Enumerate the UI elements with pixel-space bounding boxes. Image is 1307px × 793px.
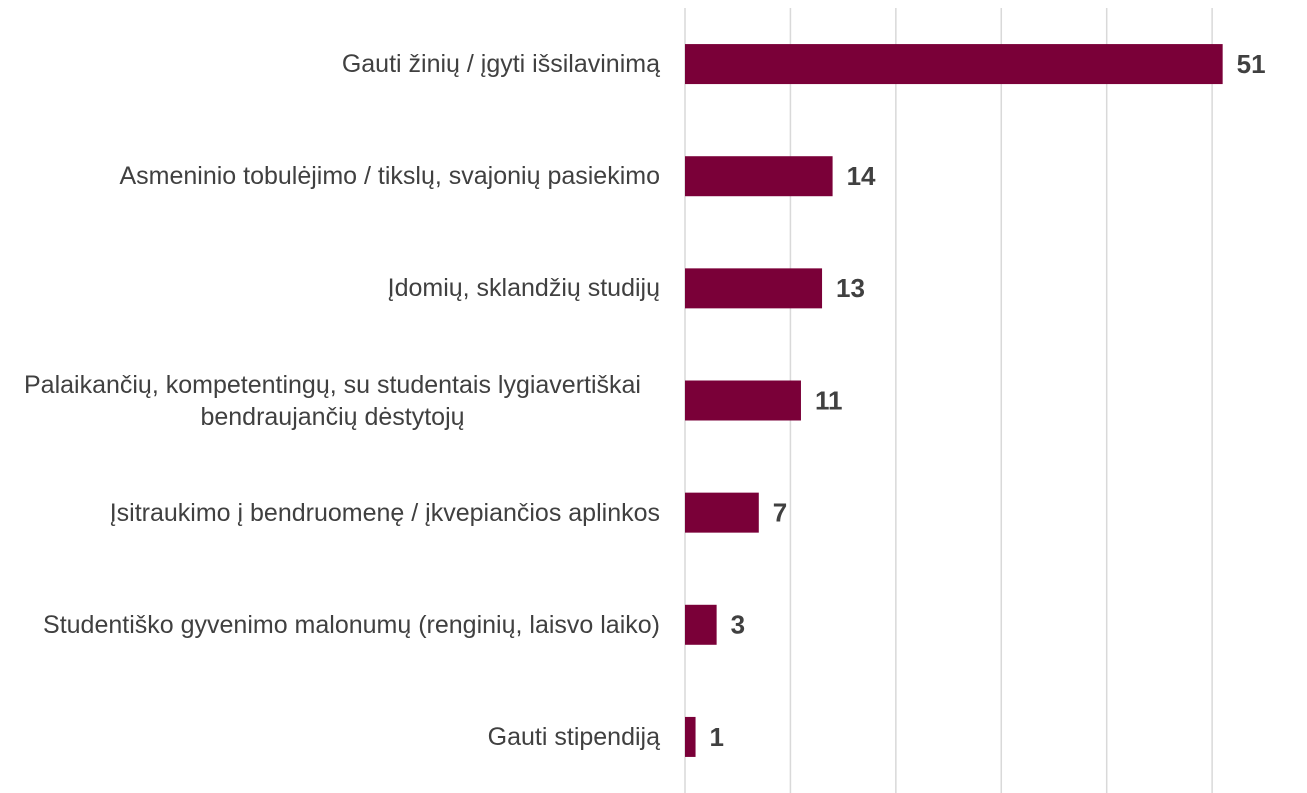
bar — [685, 492, 759, 533]
category-label: Įdomių, sklandžių studijų — [387, 274, 660, 303]
category-label-box: Asmeninio tobulėjimo / tikslų, svajonių … — [0, 160, 660, 192]
category-label: Palaikančių, kompetentingų, su studentai… — [23, 370, 641, 431]
value-label: 13 — [836, 273, 865, 303]
category-label: Gauti žinių / įgyti išsilavinimą — [341, 50, 660, 79]
bar — [685, 268, 823, 309]
value-label: 3 — [731, 610, 745, 640]
value-label: 51 — [1237, 49, 1266, 79]
category-label-box: Studentiško gyvenimo malonumų (renginių,… — [0, 609, 660, 641]
bar — [685, 44, 1223, 85]
category-label-box: Gauti žinių / įgyti išsilavinimą — [0, 48, 660, 80]
bar — [685, 604, 717, 645]
bar — [685, 380, 801, 421]
bar — [685, 156, 833, 197]
bar — [685, 716, 696, 757]
value-label: 7 — [773, 498, 787, 528]
category-label-box: Gauti stipendiją — [0, 721, 660, 753]
value-label: 11 — [815, 385, 843, 415]
category-label-box: Įdomių, sklandžių studijų — [0, 272, 660, 304]
category-label: Asmeninio tobulėjimo / tikslų, svajonių … — [119, 162, 660, 191]
category-label-box: Palaikančių, kompetentingų, su studentai… — [0, 369, 660, 433]
value-label: 1 — [710, 722, 724, 752]
category-label: Gauti stipendiją — [487, 722, 660, 751]
category-label-box: Įsitraukimo į bendruomenę / įkvepiančios… — [0, 497, 660, 529]
category-label: Studentiško gyvenimo malonumų (renginių,… — [43, 610, 660, 639]
category-label: Įsitraukimo į bendruomenę / įkvepiančios… — [109, 498, 660, 527]
value-label: 14 — [847, 161, 876, 191]
